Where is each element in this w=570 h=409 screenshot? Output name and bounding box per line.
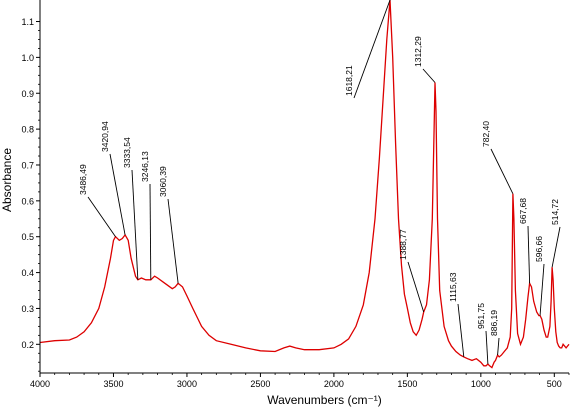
y-tick-label: 0.5 <box>21 232 34 242</box>
annotation-label: 3246,13 <box>140 151 150 182</box>
annotation-leader <box>551 226 561 268</box>
x-tick-label: 2000 <box>324 379 344 389</box>
annotation-label: 1618,21 <box>344 65 354 96</box>
annotation-leader <box>131 169 139 280</box>
annotation-leader <box>457 303 465 357</box>
y-tick-label: 0.6 <box>21 196 34 206</box>
y-tick-label: 1.0 <box>21 53 34 63</box>
annotation-leader <box>87 196 116 237</box>
annotation-label: 3060,39 <box>158 166 168 197</box>
y-tick-label: 0.3 <box>21 304 34 314</box>
x-tick-label: 4000 <box>30 379 50 389</box>
y-axis-ticks: 0.2 0.3 0.4 0.5 0.6 0.7 0.8 0.9 1.0 1.1 <box>21 17 40 372</box>
y-tick-label: 0.7 <box>21 160 34 170</box>
annotation-label: 886,19 <box>489 310 499 336</box>
annotation-leader <box>109 153 126 236</box>
annotation-label: 3420,94 <box>100 121 110 152</box>
annotation-label: 1312,29 <box>413 36 423 67</box>
x-axis-label: Wavenumbers (cm⁻¹) <box>267 393 382 407</box>
annotation-leader <box>167 198 179 284</box>
annotation-leader <box>490 148 514 194</box>
annotation-label: 951,75 <box>476 303 486 329</box>
y-tick-label: 0.8 <box>21 125 34 135</box>
annotation-leader <box>149 183 152 280</box>
x-tick-label: 3500 <box>103 379 123 389</box>
y-tick-label: 0.2 <box>21 340 34 350</box>
y-tick-label: 0.9 <box>21 89 34 99</box>
annotation-leader <box>485 330 489 365</box>
annotation-leader <box>527 225 531 284</box>
annotation-label: 3333,54 <box>122 137 132 168</box>
annotation-leader <box>539 263 545 316</box>
annotation-leader <box>353 0 391 99</box>
annotation-leader <box>407 261 425 313</box>
x-axis-ticks: 4000 3500 3000 2500 2000 1500 1000 500 <box>30 373 570 389</box>
annotation-label: 667,68 <box>518 198 528 224</box>
x-tick-label: 1500 <box>397 379 417 389</box>
x-tick-label: 500 <box>547 379 562 389</box>
y-axis-label: Absorbance <box>0 148 14 212</box>
x-tick-label: 1000 <box>471 379 491 389</box>
y-tick-label: 1.1 <box>21 17 34 27</box>
annotation-leader <box>497 337 500 356</box>
annotation-label: 782,40 <box>481 121 491 147</box>
annotation-label: 596,66 <box>534 236 544 262</box>
y-tick-label: 0.4 <box>21 268 34 278</box>
peak-annotations: 3486,49 3420,94 3333,54 3246,13 3060,39 1618,… <box>78 0 561 365</box>
x-tick-label: 2500 <box>250 379 270 389</box>
annotation-label: 3486,49 <box>78 164 88 195</box>
annotation-label: 514,72 <box>550 199 560 225</box>
annotation-leader <box>422 68 436 83</box>
x-tick-label: 3000 <box>177 379 197 389</box>
annotation-label: 1388,77 <box>398 229 408 260</box>
annotation-label: 1115,63 <box>448 272 458 302</box>
